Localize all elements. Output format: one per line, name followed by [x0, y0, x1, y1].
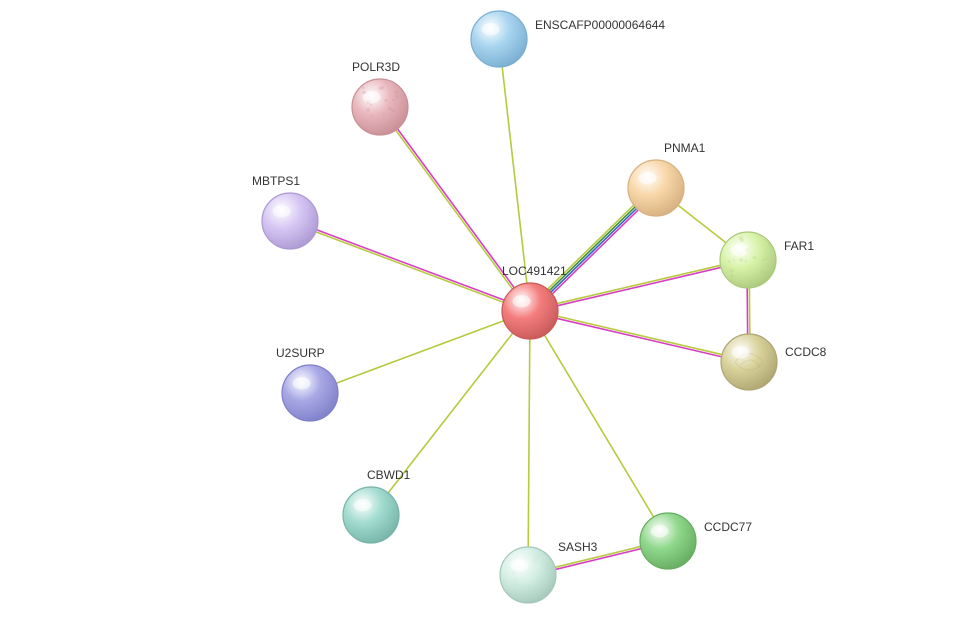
label-SASH3: SASH3	[558, 540, 598, 554]
node-MBTPS1[interactable]	[262, 193, 318, 249]
edge-LOC491421-CCDC77	[544, 335, 653, 517]
edge-LOC491421-SASH3	[528, 339, 530, 547]
label-LOC491421: LOC491421	[502, 264, 567, 278]
edge-LOC491421-ENSCAFP00000064644	[502, 67, 527, 283]
label-CCDC8: CCDC8	[785, 345, 827, 359]
nodes-layer	[262, 11, 777, 603]
label-POLR3D: POLR3D	[352, 60, 400, 74]
edge-LOC491421-POLR3D	[397, 129, 514, 288]
edge-LOC491421-U2SURP	[336, 321, 504, 383]
node-PNMA1[interactable]	[628, 160, 684, 216]
node-ENSCAFP00000064644[interactable]	[471, 11, 527, 67]
label-ENSCAFP00000064644: ENSCAFP00000064644	[535, 18, 665, 32]
label-U2SURP: U2SURP	[276, 346, 325, 360]
label-CCDC77: CCDC77	[704, 520, 752, 534]
node-FAR1[interactable]	[720, 232, 776, 288]
edge-LOC491421-PNMA1	[551, 208, 637, 292]
node-LOC491421[interactable]	[502, 283, 558, 339]
edge-LOC491421-CCDC8	[557, 318, 721, 356]
node-CCDC77[interactable]	[640, 513, 696, 569]
node-U2SURP[interactable]	[282, 365, 338, 421]
label-CBWD1: CBWD1	[367, 468, 411, 482]
edge-LOC491421-PNMA1	[549, 207, 635, 291]
node-CBWD1[interactable]	[343, 487, 399, 543]
edge-LOC491421-FAR1	[558, 267, 721, 305]
edge-LOC491421-CCDC8	[558, 316, 722, 354]
node-SASH3[interactable]	[500, 547, 556, 603]
edge-PNMA1-FAR1	[678, 205, 726, 242]
label-FAR1: FAR1	[784, 239, 814, 253]
edge-LOC491421-FAR1	[557, 265, 720, 303]
edge-LOC491421-MBTPS1	[316, 232, 504, 302]
network-graph: LOC491421 ENSCAFP00000064644 POLR3D PNMA1 FA…	[0, 0, 976, 626]
label-PNMA1: PNMA1	[664, 141, 706, 155]
node-CCDC8[interactable]	[721, 334, 777, 390]
edge-LOC491421-PNMA1	[552, 210, 638, 294]
node-POLR3D[interactable]	[352, 79, 408, 135]
label-MBTPS1: MBTPS1	[252, 174, 300, 188]
